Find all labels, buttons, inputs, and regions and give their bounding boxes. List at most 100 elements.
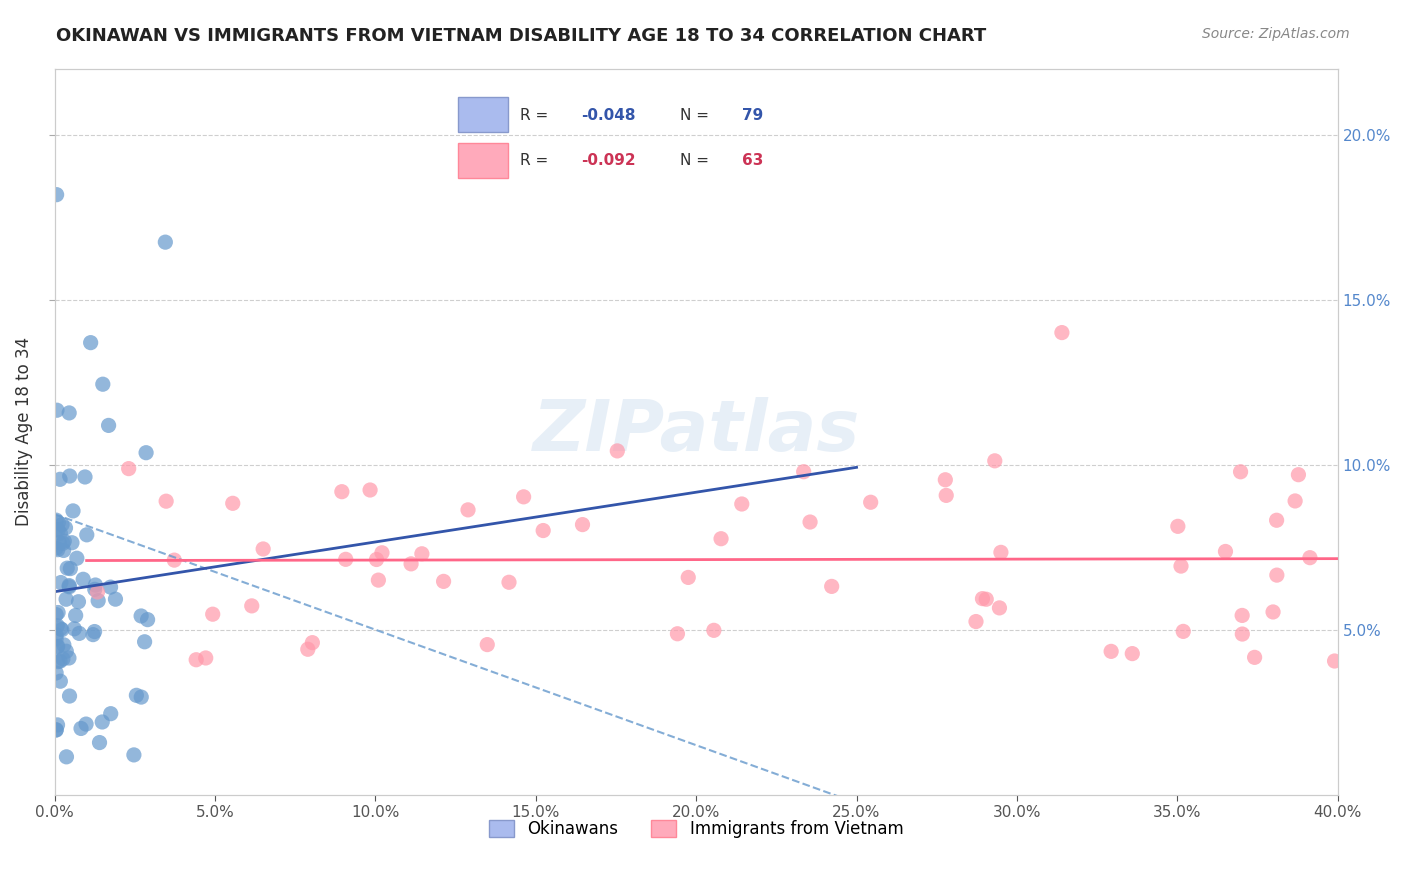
Point (104, 592, 127, 607)
Point (63, 622, 86, 636)
Point (76, 528, 98, 542)
Point (134, 634, 156, 648)
Point (51, 623, 73, 637)
Point (359, 483, 381, 497)
Point (45, 628, 67, 642)
Point (793, 465, 815, 479)
Point (972, 591, 994, 606)
Point (666, 626, 689, 640)
Point (86, 585, 108, 599)
Point (59, 469, 82, 483)
Point (512, 490, 534, 504)
Point (399, 557, 422, 571)
Point (1265, 568, 1288, 582)
Y-axis label: Disability Age 18 to 34: Disability Age 18 to 34 (15, 337, 32, 526)
Point (1284, 494, 1306, 508)
Point (129, 609, 152, 624)
Point (1050, 326, 1073, 340)
Point (55, 749, 77, 764)
Point (432, 574, 454, 589)
Point (222, 496, 245, 510)
Point (75, 717, 97, 731)
Text: ZIPatlas: ZIPatlas (533, 397, 860, 467)
Point (1299, 550, 1322, 565)
Point (45, 187, 67, 202)
Point (46, 523, 69, 537)
Point (457, 503, 479, 517)
Point (201, 607, 224, 622)
Point (129, 690, 152, 704)
Point (49, 472, 72, 486)
Point (53, 534, 76, 549)
Point (1167, 519, 1189, 533)
Point (1230, 608, 1253, 623)
Point (988, 600, 1011, 615)
Point (52, 536, 75, 550)
Point (48, 535, 70, 549)
Point (965, 615, 987, 629)
Point (531, 524, 554, 538)
Point (301, 635, 323, 649)
Point (82, 627, 104, 641)
Point (58, 579, 80, 593)
Point (45, 523, 67, 537)
Point (49, 654, 72, 668)
Point (65, 608, 87, 623)
Point (46, 606, 69, 620)
Point (984, 454, 1007, 468)
Point (155, 494, 177, 508)
Point (79, 335, 101, 350)
Point (58, 580, 80, 594)
Point (70, 722, 93, 736)
Point (498, 575, 520, 590)
Point (66, 551, 89, 566)
Point (1265, 513, 1288, 527)
Point (91, 377, 114, 392)
Point (46, 618, 69, 632)
Point (703, 624, 725, 638)
Point (1243, 650, 1265, 665)
Point (1173, 624, 1195, 639)
Point (1215, 544, 1237, 558)
Point (100, 580, 122, 594)
Point (710, 532, 733, 546)
Point (59, 561, 82, 575)
Point (62, 504, 84, 518)
Point (366, 552, 388, 566)
Point (367, 573, 389, 587)
Point (97, 418, 120, 433)
Point (606, 444, 628, 458)
Point (45, 665, 67, 680)
Point (477, 638, 499, 652)
Point (990, 545, 1012, 559)
Point (125, 689, 148, 703)
Point (859, 495, 882, 509)
Point (55, 521, 77, 535)
Point (411, 547, 433, 561)
Point (934, 473, 956, 487)
Point (45, 403, 67, 417)
Point (73, 470, 96, 484)
Point (330, 484, 353, 499)
Point (1121, 647, 1143, 661)
Point (1170, 559, 1192, 574)
Point (49, 622, 72, 636)
Point (48, 516, 70, 530)
Text: OKINAWAN VS IMMIGRANTS FROM VIETNAM DISABILITY AGE 18 TO 34 CORRELATION CHART: OKINAWAN VS IMMIGRANTS FROM VIETNAM DISA… (56, 27, 987, 45)
Point (240, 599, 263, 613)
Point (1286, 467, 1309, 482)
Point (91, 714, 114, 729)
Point (67, 595, 90, 609)
Point (136, 613, 159, 627)
Point (122, 747, 145, 762)
Point (1323, 654, 1346, 668)
Point (799, 515, 821, 529)
Point (87, 593, 110, 607)
Point (1229, 465, 1251, 479)
Point (51, 517, 73, 532)
Point (1261, 605, 1284, 619)
Point (974, 592, 997, 607)
Point (46, 718, 69, 732)
Point (60, 535, 83, 549)
Point (83, 624, 105, 639)
